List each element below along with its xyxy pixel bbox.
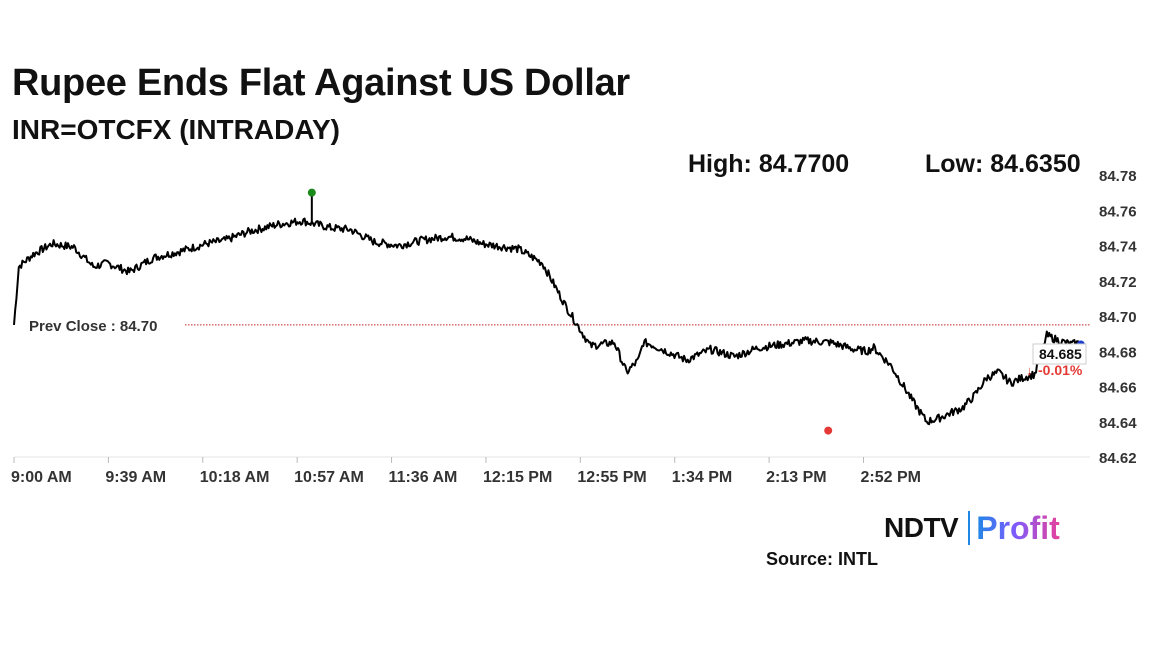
logo-profit-text: Profit — [976, 509, 1060, 546]
down-arrow-icon: ↓ — [1026, 363, 1033, 378]
high-point-marker — [307, 188, 316, 197]
x-tick-label: 9:00 AM — [11, 469, 72, 486]
y-tick-label: 84.64 — [1099, 415, 1137, 432]
x-tick-label: 10:18 AM — [200, 469, 270, 486]
chart-subtitle: INR=OTCFX (INTRADAY) — [12, 114, 340, 145]
y-tick-label: 84.70 — [1099, 309, 1137, 326]
y-tick-label: 84.68 — [1099, 344, 1137, 361]
x-tick-label: 12:55 PM — [577, 469, 646, 486]
logo-ndtv-text: NDTV — [884, 512, 959, 543]
x-tick-label: 2:52 PM — [861, 469, 921, 486]
y-tick-label: 84.62 — [1099, 450, 1137, 467]
high-value-label: High: 84.7700 — [688, 150, 850, 178]
y-tick-label: 84.76 — [1099, 203, 1137, 220]
low-value-label: Low: 84.6350 — [925, 150, 1081, 178]
source-note: Source: INTL — [766, 549, 879, 569]
x-tick-label: 11:36 AM — [389, 469, 458, 486]
x-tick-label: 2:13 PM — [766, 469, 826, 486]
x-tick-label: 10:57 AM — [294, 469, 364, 486]
y-tick-label: 84.78 — [1099, 168, 1137, 185]
low-point-marker — [824, 426, 833, 435]
last-value-label: 84.685 — [1039, 346, 1082, 362]
ndtv-profit-logo: NDTV Profit — [884, 510, 1060, 546]
x-tick-label: 1:34 PM — [672, 469, 732, 486]
x-tick-label: 9:39 AM — [105, 469, 166, 486]
prev-close-label: Prev Close : 84.70 — [29, 318, 157, 335]
y-tick-label: 84.74 — [1099, 239, 1137, 256]
logo-divider — [968, 511, 971, 545]
chart-title: Rupee Ends Flat Against US Dollar — [12, 62, 630, 104]
change-percent-label: -0.01% — [1038, 362, 1083, 378]
y-tick-label: 84.66 — [1099, 380, 1137, 397]
y-tick-label: 84.72 — [1099, 274, 1137, 291]
last-value-box — [1032, 343, 1087, 365]
price-line — [13, 217, 1084, 426]
x-tick-label: 12:15 PM — [483, 469, 552, 486]
